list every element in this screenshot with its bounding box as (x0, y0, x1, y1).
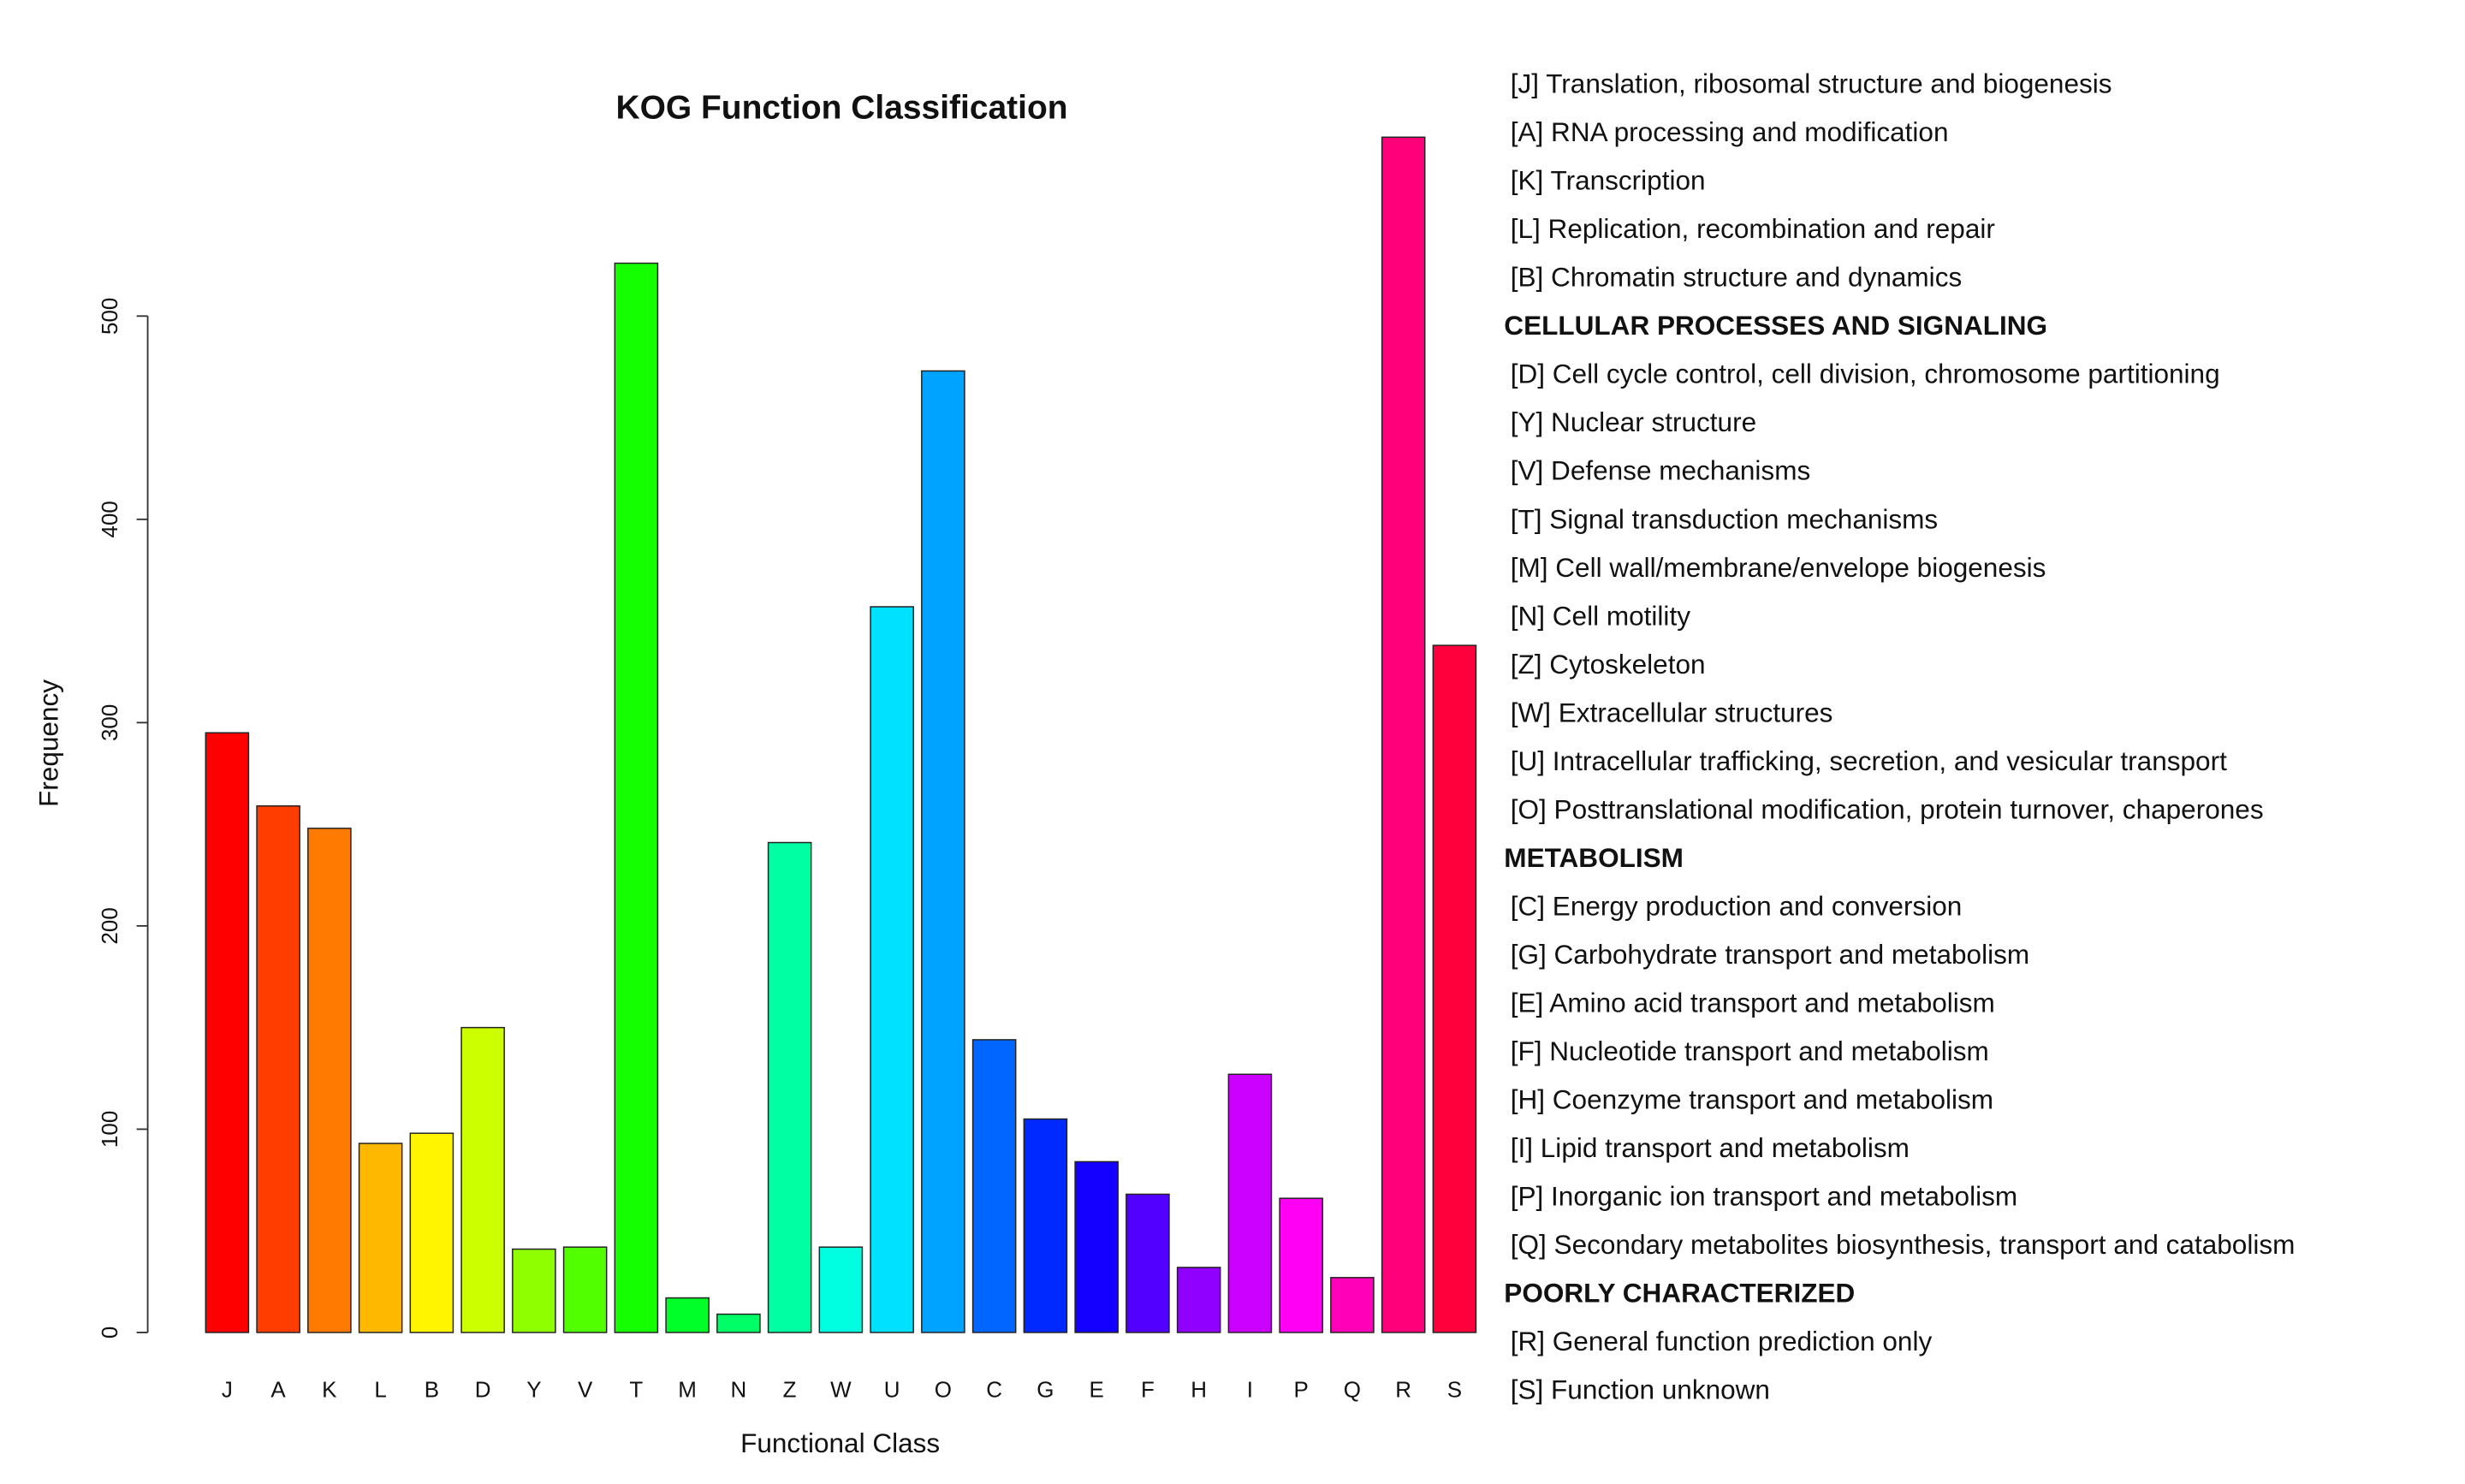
x-tick-label: R (1395, 1376, 1411, 1402)
bar (409, 1132, 454, 1333)
x-tick-label: E (1089, 1376, 1103, 1402)
bar (1227, 1073, 1273, 1333)
x-tick-label: H (1191, 1376, 1207, 1402)
x-tick-label: V (578, 1376, 593, 1402)
bar (921, 370, 965, 1333)
legend-item: [W] Extracellular structures (1511, 697, 1833, 727)
legend-item: [Z] Cytoskeleton (1511, 649, 1706, 680)
legend-item: [R] General function prediction only (1511, 1326, 1933, 1356)
bar (614, 262, 659, 1333)
bar (971, 1039, 1017, 1333)
legend-item: [Y] Nuclear structure (1511, 407, 1756, 437)
legend-item: [T] Signal transduction mechanisms (1511, 503, 1938, 534)
legend-item: [D] Cell cycle control, cell division, c… (1511, 359, 2220, 389)
x-tick-label: Q (1344, 1376, 1361, 1402)
legend-item: [I] Lipid transport and metabolism (1511, 1132, 1910, 1163)
x-tick-label: B (425, 1376, 439, 1402)
bar (1279, 1197, 1323, 1333)
x-tick-label: P (1294, 1376, 1309, 1402)
y-tick-label: 400 (97, 501, 122, 537)
x-tick-label: Z (783, 1376, 797, 1402)
bar (818, 1246, 864, 1333)
x-tick-label: Y (526, 1376, 541, 1402)
x-tick-label: N (731, 1376, 747, 1402)
y-tick-label: 200 (97, 907, 122, 944)
legend-item: [E] Amino acid transport and metabolism (1511, 988, 1995, 1018)
legend-item: [M] Cell wall/membrane/envelope biogenes… (1511, 552, 2046, 583)
legend-item: [H] Coenzyme transport and metabolism (1511, 1084, 1993, 1115)
legend-heading: METABOLISM (1504, 842, 1684, 873)
x-tick-label: K (322, 1376, 337, 1402)
bar (870, 606, 914, 1333)
x-tick-label: A (270, 1376, 286, 1402)
y-tick-label: 500 (97, 298, 122, 335)
y-tick-label: 100 (97, 1111, 122, 1148)
legend-item: [J] Translation, ribosomal structure and… (1511, 68, 2112, 99)
x-tick-label: L (374, 1376, 386, 1402)
y-axis-label: Frequency (33, 680, 64, 807)
legend-item: [P] Inorganic ion transport and metaboli… (1511, 1181, 2017, 1212)
legend-item: [C] Energy production and conversion (1511, 890, 1963, 921)
x-tick-label: F (1141, 1376, 1155, 1402)
legend-item: [S] Function unknown (1511, 1374, 1770, 1405)
legend-item: [O] Posttranslational modification, prot… (1511, 793, 2264, 824)
x-tick-label: I (1247, 1376, 1253, 1402)
legend-item: [G] Carbohydrate transport and metabolis… (1511, 939, 2029, 970)
x-tick-label: J (222, 1376, 233, 1402)
legend-item: [Q] Secondary metabolites biosynthesis, … (1511, 1229, 2296, 1260)
bar (1126, 1193, 1170, 1333)
bar (716, 1313, 761, 1333)
x-tick-label: C (986, 1376, 1002, 1402)
x-axis-label: Functional Class (740, 1428, 940, 1458)
legend-item: [L] Replication, recombination and repai… (1511, 213, 1995, 244)
legend-item: [A] RNA processing and modification (1511, 116, 1949, 147)
bar (767, 841, 812, 1333)
legend-heading: POORLY CHARACTERIZED (1504, 1278, 1855, 1309)
bar (256, 805, 300, 1333)
bar (205, 732, 250, 1333)
legend-item: [K] Transcription (1511, 165, 1706, 196)
legend-heading: CELLULAR PROCESSES AND SIGNALING (1504, 310, 2047, 341)
legend-item: [B] Chromatin structure and dynamics (1511, 262, 1962, 293)
x-tick-label: O (935, 1376, 952, 1402)
bar (1074, 1160, 1119, 1333)
legend-item: [N] Cell motility (1511, 600, 1690, 631)
x-tick-label: G (1036, 1376, 1054, 1402)
y-tick-label: 300 (97, 704, 122, 741)
x-tick-label: W (830, 1376, 852, 1402)
bar (1023, 1118, 1068, 1333)
bar (460, 1026, 505, 1333)
bar (562, 1246, 608, 1333)
bar (307, 828, 352, 1333)
x-tick-label: M (678, 1376, 697, 1402)
legend-item: [F] Nucleotide transport and metabolism (1511, 1036, 1989, 1066)
x-tick-label: U (884, 1376, 900, 1402)
bar (512, 1248, 556, 1333)
x-tick-label: T (629, 1376, 643, 1402)
bar (1330, 1277, 1375, 1333)
bar (1176, 1267, 1221, 1333)
bar (665, 1297, 710, 1333)
bar (358, 1143, 403, 1333)
y-tick-label: 0 (97, 1327, 122, 1339)
x-tick-label: D (475, 1376, 491, 1402)
bar (1381, 136, 1426, 1333)
chart-title: KOG Function Classification (615, 89, 1067, 126)
legend-item: [V] Defense mechanisms (1511, 455, 1810, 486)
legend-item: [U] Intracellular trafficking, secretion… (1511, 745, 2227, 776)
x-tick-label: S (1447, 1376, 1462, 1402)
bar (1432, 644, 1477, 1333)
